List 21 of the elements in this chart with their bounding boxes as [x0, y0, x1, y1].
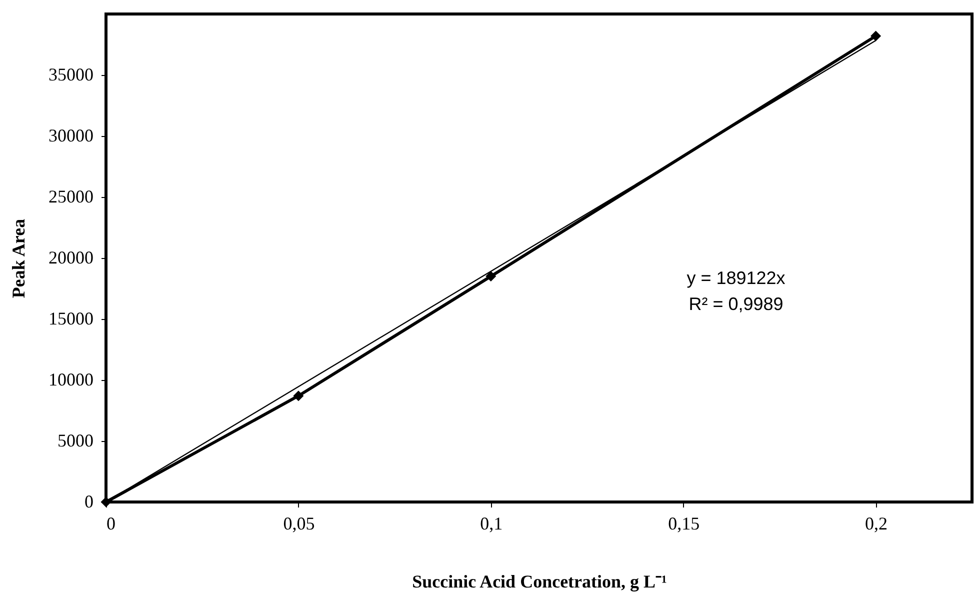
y-tick-label: 10000 [48, 370, 94, 390]
x-tick-label: 0 [106, 514, 116, 534]
x-axis-title: Succinic Acid Concetration, g L⁻¹ [412, 572, 667, 592]
point [100, 496, 112, 508]
x-tick-label: 0,15 [668, 514, 700, 534]
point [293, 390, 304, 402]
annotation: y = 189122x [686, 268, 786, 288]
x-tick-label: 0,05 [283, 514, 315, 534]
point [870, 30, 882, 42]
y-axis-title: Peak Area [8, 218, 28, 298]
y-tick-label: 25000 [48, 186, 94, 206]
y-tick-label: 15000 [48, 308, 94, 328]
annotation: R² = 0,9989 [688, 294, 784, 314]
point [486, 271, 496, 282]
y-tick-label: 0 [84, 492, 94, 512]
x-tick-label: 0,1 [480, 514, 503, 534]
x-tick-label: 0,2 [865, 514, 888, 534]
y-tick-label: 5000 [58, 430, 94, 450]
y-tick-label: 35000 [48, 64, 94, 84]
y-tick-label: 20000 [48, 248, 94, 268]
y-tick-label: 30000 [48, 126, 94, 146]
